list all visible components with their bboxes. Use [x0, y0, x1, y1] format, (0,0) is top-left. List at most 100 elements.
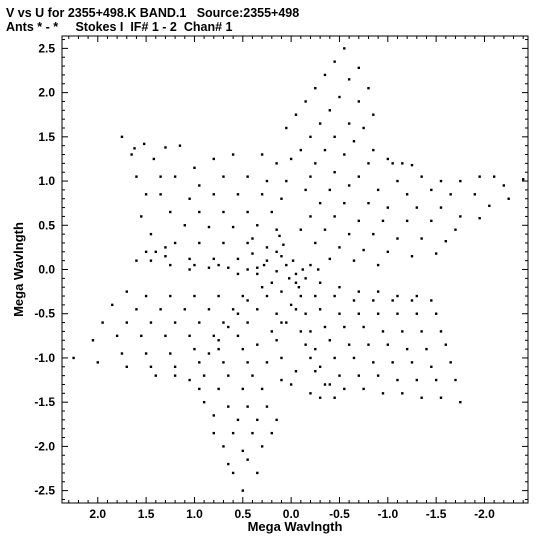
uv-point: [396, 237, 399, 240]
uv-point: [343, 153, 346, 156]
uv-point: [280, 378, 283, 382]
uv-point: [318, 281, 322, 284]
uv-point: [328, 257, 332, 261]
uv-point: [309, 215, 312, 218]
uv-point: [231, 153, 235, 156]
uv-point: [222, 445, 225, 448]
uv-point: [415, 294, 419, 298]
uv-point: [217, 294, 220, 298]
uv-point: [256, 418, 259, 422]
uv-point: [256, 343, 259, 346]
uv-point: [301, 268, 304, 271]
uv-point: [478, 217, 481, 220]
uv-point: [149, 321, 153, 324]
uv-point: [246, 405, 249, 408]
uv-point: [367, 162, 370, 165]
uv-point: [343, 47, 346, 50]
uv-point: [159, 193, 162, 196]
uv-point: [260, 285, 264, 289]
uv-point: [488, 204, 491, 208]
uv-point: [120, 135, 124, 139]
uv-point: [381, 392, 385, 395]
uv-point: [314, 86, 317, 90]
plot-title-line-2: Ants * - * Stokes I IF# 1 - 2 Chan# 1: [6, 20, 233, 34]
uv-point: [299, 330, 303, 333]
uv-point: [405, 347, 409, 351]
uv-point: [207, 308, 211, 311]
uv-point: [260, 445, 264, 448]
uv-point: [352, 140, 356, 143]
uv-point: [376, 188, 380, 192]
uv-point: [193, 294, 196, 298]
uv-point: [473, 193, 477, 196]
uv-point: [289, 303, 293, 307]
uv-point: [352, 299, 356, 302]
uv-point: [275, 250, 278, 254]
uv-point: [133, 147, 136, 150]
uv-point: [149, 259, 153, 262]
uv-point: [159, 308, 162, 311]
uv-point: [304, 188, 307, 192]
uv-point: [386, 343, 390, 346]
y-axis-label: Mega Wavlngth: [11, 222, 26, 317]
uv-point: [246, 299, 249, 302]
uv-point: [347, 122, 351, 125]
uv-point: [328, 383, 332, 386]
uv-point: [318, 365, 322, 368]
uv-point: [318, 396, 322, 399]
uv-point: [309, 330, 312, 333]
x-tick-label: -1.5: [426, 507, 447, 521]
uv-point: [149, 365, 153, 368]
x-tick-label: 2.0: [89, 507, 106, 521]
uv-point: [188, 197, 191, 200]
uv-point: [251, 374, 254, 377]
uv-point: [362, 126, 365, 130]
uv-point: [202, 400, 206, 404]
uv-point: [280, 321, 283, 324]
uv-point: [285, 179, 288, 183]
uv-point: [420, 237, 423, 240]
x-tick-label: 0.0: [283, 507, 300, 521]
uv-point: [492, 175, 496, 178]
x-tick-label: 1.0: [186, 507, 203, 521]
uv-point: [294, 281, 298, 284]
uv-point: [323, 383, 327, 386]
uv-point: [309, 356, 312, 360]
uv-point: [415, 206, 419, 209]
uv-point: [430, 365, 433, 368]
uv-point: [372, 299, 375, 302]
uv-point: [362, 325, 365, 329]
uv-point: [338, 246, 341, 249]
uv-point: [265, 179, 269, 183]
uv-point: [289, 383, 293, 386]
uv-point: [135, 259, 138, 262]
uv-point: [280, 290, 283, 293]
uv-point: [280, 356, 283, 360]
uv-point: [338, 374, 341, 377]
y-tick-label: 1.5: [38, 130, 55, 144]
uv-point: [347, 78, 351, 81]
uv-point: [285, 321, 288, 324]
uv-point: [188, 268, 191, 271]
uv-point: [207, 266, 211, 269]
uv-point: [405, 193, 409, 196]
uv-point: [304, 312, 307, 315]
uv-point: [246, 458, 249, 461]
uv-point: [275, 339, 278, 342]
uv-point: [439, 206, 443, 209]
plot-frame: [61, 35, 529, 504]
uv-point: [135, 308, 138, 311]
uv-point: [275, 418, 278, 422]
uv-point: [260, 387, 264, 391]
uv-point: [241, 489, 244, 492]
uv-point: [287, 277, 291, 280]
uv-point: [314, 294, 317, 298]
uv-point: [391, 162, 394, 165]
uv-point: [328, 109, 332, 112]
uv-point: [154, 374, 157, 377]
uv-point: [142, 142, 146, 146]
uv-point: [372, 232, 375, 236]
uv-point: [152, 157, 156, 161]
uv-point: [149, 232, 153, 236]
uv-point: [270, 431, 273, 435]
